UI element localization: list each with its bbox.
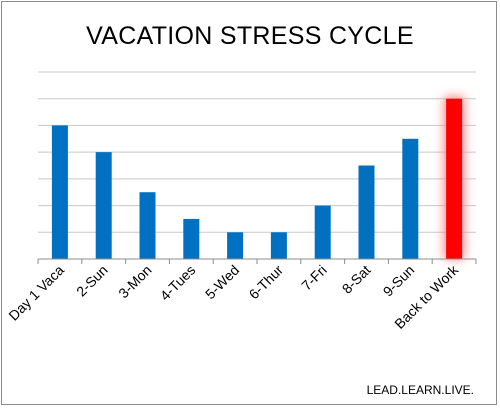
x-tick-label: 5-Wed [202,262,242,302]
bar-day-1-vaca [51,125,68,259]
x-tick-label: 4-Tues [157,262,199,304]
bar-7-fri [314,205,331,259]
x-tick-label: Day 1 Vaca [5,262,67,324]
x-axis [37,258,477,264]
x-tick-label: 8-Sat [339,262,374,297]
x-tick-label: 3-Mon [115,262,154,301]
bar-6-thur [270,232,287,259]
bar-8-sat [358,165,375,259]
bar-9-sun [402,138,419,259]
bars [51,96,465,259]
x-tick-label: 9-Sun [380,262,418,300]
bar-back-to-work [446,98,463,259]
category-labels: Day 1 Vaca 2-Sun 3-Mon 4-Tues 5-Wed 6-Thur 7-F… [5,261,462,332]
x-tick-label: 2-Sun [73,262,111,300]
footer-text: LEAD.LEARN.LIVE. [366,383,474,397]
x-tick-label: 7-Fri [298,262,330,294]
bar-4-tues [183,218,200,259]
bar-5-wed [227,232,244,259]
x-tick-label: 6-Thur [246,262,287,303]
bar-3-mon [139,192,156,259]
bar-2-sun [95,152,112,259]
chart-title: VACATION STRESS CYCLE [86,22,414,50]
